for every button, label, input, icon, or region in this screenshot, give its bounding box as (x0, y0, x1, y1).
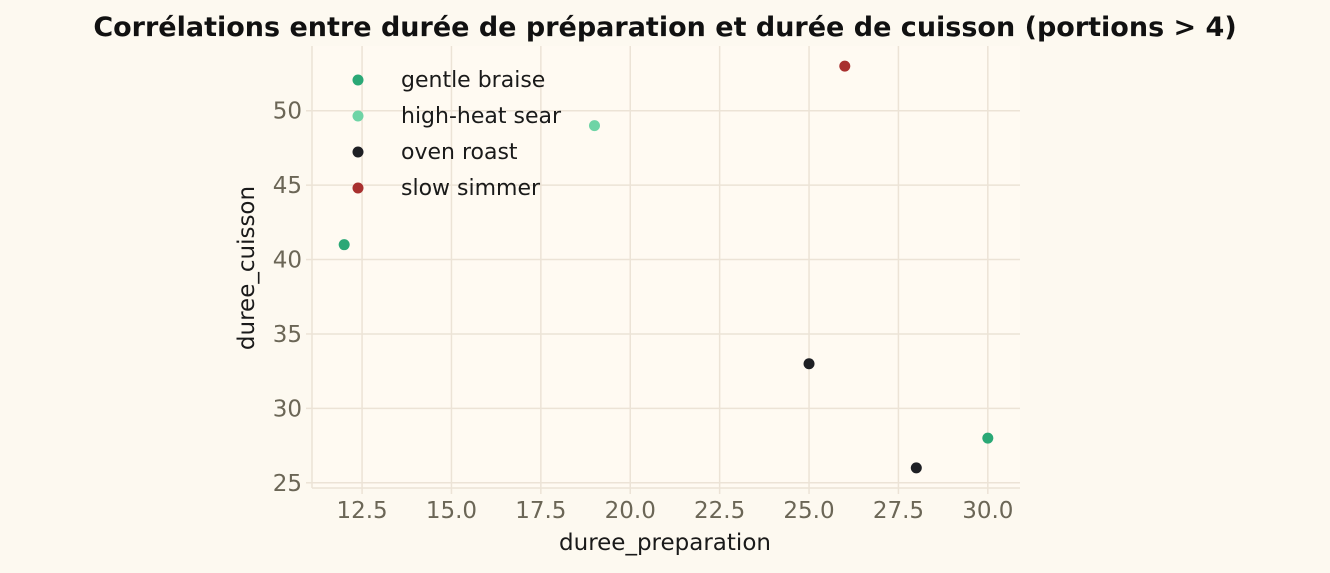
legend-marker (352, 110, 364, 122)
legend-marker (352, 146, 364, 158)
data-point (338, 239, 350, 251)
x-tick-label: 22.5 (694, 498, 745, 524)
x-axis-label: duree_preparation (559, 530, 771, 556)
legend: gentle braise high-heat sear oven roast slo… (352, 68, 562, 201)
y-tick-label: 40 (273, 248, 302, 274)
data-point (803, 358, 815, 370)
data-point (982, 432, 994, 444)
axes: 12.5 15.0 17.5 20.0 22.5 25.0 27.5 30.0 25 30 35 40… (273, 46, 1020, 524)
data-point (910, 462, 922, 474)
x-tick-label: 25.0 (783, 498, 834, 524)
x-tick-label: 20.0 (605, 498, 656, 524)
y-tick-label: 30 (273, 396, 302, 422)
plot-area (312, 46, 1020, 488)
chart-title: Corrélations entre durée de préparation … (93, 12, 1236, 43)
y-tick-label: 25 (273, 471, 302, 497)
x-tick-label: 15.0 (426, 498, 477, 524)
x-tick-label: 12.5 (336, 498, 387, 524)
y-axis-label: duree_cuisson (234, 186, 260, 350)
x-tick-label: 30.0 (962, 498, 1013, 524)
y-tick-label: 50 (273, 99, 302, 125)
x-tick-label: 27.5 (873, 498, 924, 524)
data-points (338, 60, 994, 474)
legend-label: slow simmer (401, 176, 541, 201)
grid (312, 46, 1020, 488)
legend-label: gentle braise (401, 68, 545, 93)
legend-label: oven roast (401, 140, 518, 165)
x-tick-label: 17.5 (515, 498, 566, 524)
legend-label: high-heat sear (401, 104, 562, 129)
legend-marker (352, 182, 364, 194)
y-tick-label: 45 (273, 173, 302, 199)
data-point (588, 120, 600, 132)
y-tick-label: 35 (273, 322, 302, 348)
legend-marker (352, 74, 364, 86)
data-point (839, 60, 851, 72)
